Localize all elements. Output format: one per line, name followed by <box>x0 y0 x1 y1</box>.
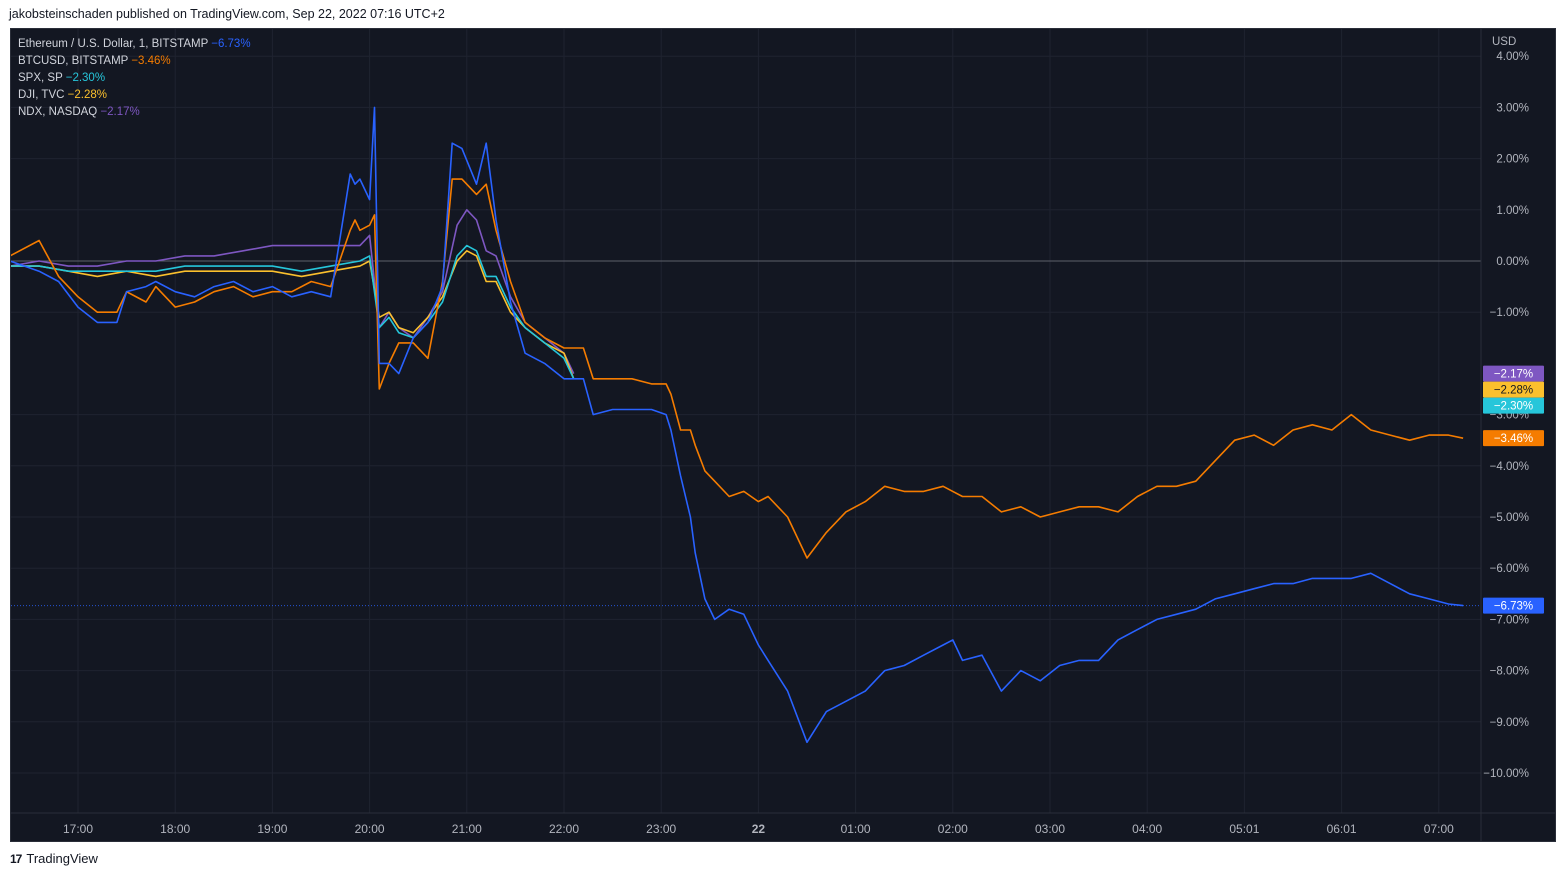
time-tick-label: 23:00 <box>646 822 676 836</box>
series-line-eth <box>9 106 1464 744</box>
price-tick-label: 2.00% <box>1496 154 1529 166</box>
time-tick-label: 21:00 <box>452 822 482 836</box>
price-tick-label: −8.00% <box>1490 666 1529 678</box>
last-value-text-dji: −2.28% <box>1494 385 1533 397</box>
last-value-label-btc: −3.46% <box>1483 430 1544 447</box>
legend-item-eth[interactable]: Ethereum / U.S. Dollar, 1, BITSTAMP −6.7… <box>18 38 251 50</box>
time-tick-label: 22 <box>752 822 766 836</box>
series-line-spx <box>10 244 575 380</box>
legend-name-eth: Ethereum / U.S. Dollar, 1, BITSTAMP <box>18 38 211 50</box>
price-tick-label: 1.00% <box>1496 205 1529 217</box>
last-value-label-dji: −2.28% <box>1483 381 1544 398</box>
price-axis-unit: USD <box>1492 36 1516 48</box>
last-value-text-btc: −3.46% <box>1494 433 1533 445</box>
legend-item-spx[interactable]: SPX, SP −2.30% <box>18 72 105 84</box>
legend-change-spx: −2.30% <box>66 72 105 84</box>
legend-name-btc: BTCUSD, BITSTAMP <box>18 55 131 67</box>
last-value-text-spx: −2.30% <box>1494 401 1533 413</box>
legend-name-spx: SPX, SP <box>18 72 66 84</box>
time-tick-label: 20:00 <box>355 822 385 836</box>
time-tick-label: 05:01 <box>1229 822 1259 836</box>
legend-change-ndx: −2.17% <box>100 106 139 118</box>
time-tick-label: 18:00 <box>160 822 190 836</box>
legend-item-ndx[interactable]: NDX, NASDAQ −2.17% <box>18 106 140 118</box>
price-tick-label: −9.00% <box>1490 717 1529 729</box>
time-tick-label: 03:00 <box>1035 822 1065 836</box>
legend-item-btc[interactable]: BTCUSD, BITSTAMP −3.46% <box>18 55 171 67</box>
price-tick-label: 0.00% <box>1496 256 1529 268</box>
chart-legend[interactable]: Ethereum / U.S. Dollar, 1, BITSTAMP −6.7… <box>18 38 251 118</box>
price-tick-label: 3.00% <box>1496 102 1529 114</box>
time-tick-label: 01:00 <box>841 822 871 836</box>
time-axis[interactable]: 17:00 18:00 19:00 20:00 21:00 22:00 23:00 22 01:… <box>11 812 1555 836</box>
price-tick-label: −1.00% <box>1490 307 1529 319</box>
series-line-dji <box>10 250 575 380</box>
time-tick-label: 04:00 <box>1132 822 1162 836</box>
price-chart[interactable]: USD 4.00%3.00%2.00%1.00%0.00%−1.00%−3.00… <box>9 29 1555 841</box>
tradingview-footer[interactable]: 17 TradingView <box>10 851 98 866</box>
tradingview-brand: TradingView <box>26 851 98 866</box>
price-tick-label: 4.00% <box>1496 51 1529 63</box>
chart-grid <box>11 29 1481 813</box>
last-value-label-ndx: −2.17% <box>1483 365 1544 382</box>
price-tick-label: −7.00% <box>1490 614 1529 626</box>
price-tick-label: −6.00% <box>1490 563 1529 575</box>
publish-info: jakobsteinschaden published on TradingVi… <box>9 7 445 21</box>
legend-change-btc: −3.46% <box>131 55 170 67</box>
time-tick-label: 02:00 <box>938 822 968 836</box>
last-value-label-spx: −2.30% <box>1483 397 1544 414</box>
legend-change-eth: −6.73% <box>211 38 250 50</box>
time-tick-label: 07:00 <box>1424 822 1454 836</box>
series-line-ndx <box>9 209 575 374</box>
time-tick-label: 17:00 <box>63 822 93 836</box>
legend-item-dji[interactable]: DJI, TVC −2.28% <box>18 89 107 101</box>
chart-frame[interactable]: USD 4.00% 3.00% 2.00% 1.00% 0.00% −1.00% −3.00… <box>9 28 1556 842</box>
time-tick-label: 19:00 <box>257 822 287 836</box>
price-tick-label: −4.00% <box>1490 461 1529 473</box>
price-tick-label: −5.00% <box>1490 512 1529 524</box>
time-tick-label: 06:01 <box>1327 822 1357 836</box>
series-lines <box>9 106 1481 744</box>
last-value-text-ndx: −2.17% <box>1494 369 1533 381</box>
legend-change-dji: −2.28% <box>68 89 107 101</box>
tradingview-logo-icon: 17 <box>10 851 22 866</box>
legend-name-ndx: NDX, NASDAQ <box>18 106 100 118</box>
last-value-label-eth: −6.73% <box>1483 597 1544 614</box>
last-value-text-eth: −6.73% <box>1494 601 1533 613</box>
price-tick-label: −10.00% <box>1483 768 1529 780</box>
time-tick-label: 22:00 <box>549 822 579 836</box>
series-line-btc <box>9 178 1464 559</box>
legend-name-dji: DJI, TVC <box>18 89 68 101</box>
last-value-labels: −2.17% −2.28% −2.30% −3.46% −6.73% <box>1483 365 1544 614</box>
